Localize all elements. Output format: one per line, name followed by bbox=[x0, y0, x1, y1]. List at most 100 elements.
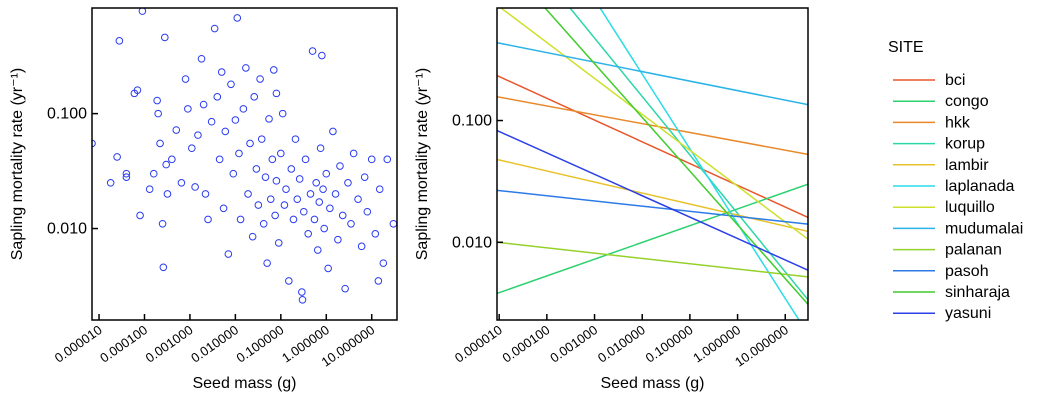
legend-label: lambir bbox=[945, 157, 989, 174]
point bbox=[188, 144, 196, 153]
point bbox=[298, 295, 307, 304]
point bbox=[233, 14, 242, 22]
point bbox=[349, 149, 358, 158]
point bbox=[145, 185, 154, 193]
point bbox=[315, 198, 324, 206]
point bbox=[265, 115, 273, 123]
point bbox=[375, 185, 384, 193]
point bbox=[272, 177, 281, 185]
legend-label: bci bbox=[945, 72, 965, 89]
point bbox=[197, 54, 206, 63]
legend-label: yasuni bbox=[945, 305, 991, 322]
point bbox=[201, 190, 210, 198]
point bbox=[224, 250, 233, 258]
point bbox=[163, 190, 172, 198]
x-tick-label: 0.100000 bbox=[643, 322, 696, 365]
y-axis-label: Sapling mortality rate (yr⁻¹) bbox=[414, 68, 431, 261]
y-tick-label: 0.100 bbox=[47, 106, 87, 123]
point bbox=[304, 229, 312, 238]
x-tick-label: 0.010000 bbox=[595, 322, 648, 365]
y-tick-label: 0.010 bbox=[47, 221, 87, 238]
point bbox=[291, 135, 300, 143]
point bbox=[363, 207, 372, 216]
plot-area bbox=[92, 8, 397, 304]
x-axis-label: Seed mass (g) bbox=[600, 375, 704, 392]
site-line bbox=[569, 8, 808, 301]
site-line bbox=[497, 129, 808, 271]
point bbox=[257, 135, 266, 143]
point bbox=[158, 219, 167, 228]
point bbox=[268, 155, 277, 164]
point bbox=[371, 229, 380, 238]
x-tick-label: 0.000010 bbox=[52, 322, 105, 365]
point bbox=[316, 144, 325, 153]
point bbox=[172, 126, 181, 134]
point bbox=[106, 179, 115, 187]
point bbox=[329, 127, 337, 136]
site-line bbox=[499, 8, 808, 240]
point bbox=[278, 109, 287, 118]
point bbox=[92, 139, 96, 148]
point bbox=[274, 239, 283, 247]
point bbox=[326, 204, 334, 213]
point bbox=[389, 219, 397, 228]
point bbox=[347, 219, 355, 228]
point bbox=[215, 155, 224, 164]
point bbox=[231, 116, 240, 124]
point bbox=[149, 169, 158, 178]
point bbox=[312, 179, 320, 187]
point bbox=[136, 211, 144, 220]
point bbox=[354, 195, 362, 204]
point bbox=[367, 155, 376, 164]
point bbox=[324, 264, 332, 273]
point bbox=[293, 195, 302, 204]
point bbox=[379, 259, 388, 267]
point bbox=[156, 139, 164, 148]
plot-area bbox=[497, 8, 808, 320]
point bbox=[138, 8, 147, 15]
point bbox=[207, 117, 216, 126]
plot-frame bbox=[91, 7, 398, 321]
point bbox=[252, 165, 261, 173]
point bbox=[217, 68, 226, 76]
point bbox=[301, 155, 310, 164]
site-line bbox=[497, 95, 808, 156]
point bbox=[244, 190, 252, 198]
point bbox=[199, 100, 208, 109]
point bbox=[383, 155, 392, 164]
y-tick-label: 0.100 bbox=[452, 113, 492, 130]
point bbox=[269, 66, 278, 74]
site-line bbox=[497, 41, 808, 106]
point bbox=[310, 215, 319, 224]
x-tick-label: 0.001000 bbox=[143, 322, 196, 365]
point bbox=[191, 183, 199, 191]
x-tick-label: 0.000100 bbox=[97, 322, 150, 365]
point bbox=[287, 165, 296, 173]
point bbox=[280, 201, 289, 209]
site-line bbox=[497, 241, 808, 278]
point bbox=[374, 277, 383, 285]
point bbox=[320, 224, 328, 233]
point bbox=[336, 162, 344, 170]
legend-label: korup bbox=[945, 136, 985, 153]
point bbox=[289, 215, 298, 224]
point bbox=[263, 259, 271, 267]
point bbox=[213, 93, 222, 101]
point bbox=[221, 127, 230, 136]
site-line bbox=[544, 8, 808, 305]
point bbox=[313, 246, 322, 254]
point bbox=[236, 215, 245, 224]
legend-label: mudumalai bbox=[945, 220, 1023, 237]
point bbox=[298, 288, 306, 296]
point bbox=[338, 211, 347, 220]
point bbox=[271, 211, 279, 220]
point bbox=[181, 75, 190, 83]
x-tick-label: 0.000100 bbox=[500, 322, 553, 365]
point bbox=[254, 201, 263, 209]
legend-label: luquillo bbox=[945, 199, 995, 216]
point bbox=[285, 277, 293, 285]
legend-label: palanan bbox=[945, 242, 1002, 259]
x-tick-label: 0.010000 bbox=[188, 322, 241, 365]
point bbox=[159, 263, 168, 272]
